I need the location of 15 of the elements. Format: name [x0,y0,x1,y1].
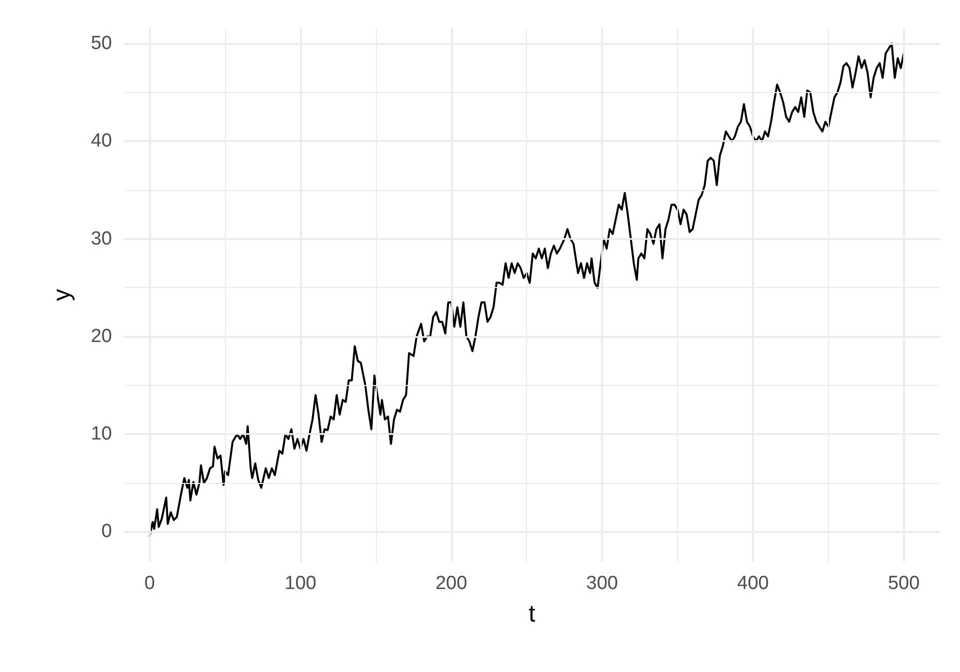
x-tick-label: 0 [144,573,155,594]
x-tick-label: 400 [737,573,769,594]
y-tick-label: 0 [101,521,112,542]
x-tick-label: 500 [888,573,920,594]
y-tick-label: 40 [90,130,112,152]
y-tick-label: 20 [90,326,112,347]
x-tick-label: 200 [435,573,468,594]
y-tick-label: 50 [90,33,112,54]
x-tick-label: 300 [586,573,618,594]
x-tick-label: 100 [284,573,316,594]
x-axis-title: t [528,600,536,628]
line-series [148,42,905,538]
y-axis-title: y [48,289,76,301]
y-tick-label: 30 [90,228,112,250]
y-tick-label: 10 [90,424,112,445]
